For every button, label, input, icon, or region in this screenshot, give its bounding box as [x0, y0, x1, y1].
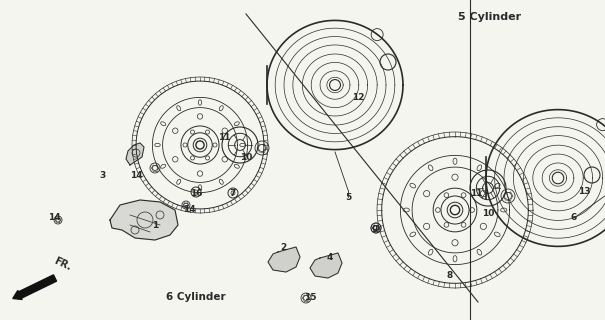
Text: 6 Cylinder: 6 Cylinder — [166, 292, 226, 302]
Polygon shape — [310, 253, 342, 278]
Text: 5: 5 — [345, 193, 351, 202]
Text: 5 Cylinder: 5 Cylinder — [458, 12, 521, 22]
Text: FR.: FR. — [52, 255, 73, 272]
Text: 14: 14 — [183, 205, 195, 214]
Text: 10: 10 — [482, 209, 494, 218]
Text: 15: 15 — [304, 293, 316, 302]
Text: 12: 12 — [352, 93, 364, 102]
Text: 11: 11 — [218, 133, 231, 142]
Text: 8: 8 — [447, 270, 453, 279]
Text: 2: 2 — [280, 244, 286, 252]
Text: 6: 6 — [571, 213, 577, 222]
Text: 3: 3 — [100, 171, 106, 180]
Text: 16: 16 — [190, 188, 202, 197]
FancyArrow shape — [13, 275, 56, 300]
Text: 9: 9 — [372, 226, 378, 235]
Text: 1: 1 — [152, 220, 158, 229]
Polygon shape — [126, 143, 144, 165]
Text: 13: 13 — [578, 188, 590, 196]
Text: 4: 4 — [327, 253, 333, 262]
Text: 14: 14 — [129, 171, 142, 180]
Text: 11: 11 — [469, 188, 482, 197]
Polygon shape — [110, 200, 178, 240]
Text: 10: 10 — [240, 153, 252, 162]
Polygon shape — [268, 247, 300, 272]
Text: 7: 7 — [230, 189, 236, 198]
Text: 14: 14 — [48, 213, 61, 222]
